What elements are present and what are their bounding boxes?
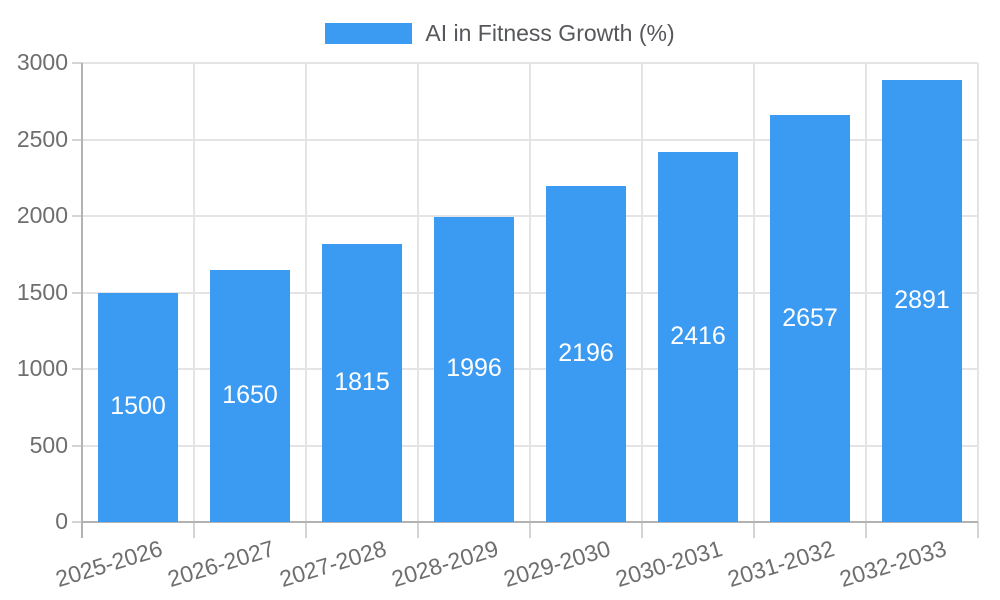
bar[interactable] (546, 186, 626, 522)
x-axis-tick (417, 522, 419, 538)
x-axis-tick-label: 2026-2027 (164, 535, 278, 593)
bar-value-label: 1650 (222, 380, 278, 409)
gridline-vertical (193, 63, 195, 522)
gridline-vertical (865, 63, 867, 522)
x-axis-tick-label: 2029-2030 (500, 535, 614, 593)
y-axis-tick-label: 0 (55, 508, 68, 534)
y-axis-tick (72, 138, 82, 141)
x-axis-tick (753, 522, 755, 538)
x-axis-tick-label: 2025-2026 (52, 535, 166, 593)
x-axis-tick (529, 522, 531, 538)
bar[interactable] (210, 269, 290, 522)
y-axis-tick-label: 3000 (16, 49, 68, 75)
x-axis-tick-label: 2030-2031 (612, 535, 726, 593)
y-axis-tick (72, 521, 82, 523)
bar[interactable] (98, 292, 178, 522)
y-axis-tick (72, 368, 82, 370)
y-axis-tick-label: 2500 (16, 125, 68, 152)
x-axis-tick-label: 2032-2033 (836, 535, 950, 593)
y-axis-tick (72, 62, 82, 64)
bar[interactable] (882, 79, 962, 522)
x-axis-line (82, 521, 978, 523)
x-axis-tick-label: 2031-2032 (724, 535, 838, 593)
chart-legend[interactable]: AI in Fitness Growth (%) (0, 20, 1000, 46)
bar-value-label: 2891 (894, 285, 950, 314)
gridline-vertical (417, 63, 419, 522)
y-axis-tick-label: 1500 (16, 278, 68, 305)
gridline-vertical (305, 63, 307, 522)
x-axis-tick (641, 522, 643, 538)
x-axis-tick (865, 522, 867, 538)
bar-value-label: 2416 (670, 322, 726, 351)
x-axis-tick-label: 2027-2028 (276, 535, 390, 593)
gridline-vertical (977, 63, 979, 522)
bar-value-label: 1500 (110, 392, 166, 421)
y-axis-tick (72, 215, 82, 217)
y-axis-tick (72, 444, 82, 447)
gridline-vertical (641, 63, 643, 522)
x-axis-tick (193, 522, 195, 538)
gridline-vertical (753, 63, 755, 522)
y-axis-tick (72, 291, 82, 294)
legend-label: AI in Fitness Growth (%) (425, 19, 675, 46)
bar[interactable] (434, 216, 514, 522)
bar[interactable] (658, 152, 738, 522)
y-axis-tick-label: 500 (29, 431, 68, 458)
bar[interactable] (322, 244, 402, 522)
x-axis-tick-label: 2028-2029 (388, 535, 502, 593)
y-axis-tick-label: 2000 (16, 202, 68, 228)
y-axis-line (81, 63, 83, 538)
y-axis-tick-label: 1000 (16, 355, 68, 381)
gridline-vertical (529, 63, 531, 522)
bar-value-label: 2657 (782, 303, 838, 332)
bar-value-label: 1996 (446, 354, 502, 383)
bar[interactable] (770, 115, 850, 522)
x-axis-tick (977, 522, 979, 538)
x-axis-tick (305, 522, 307, 538)
bar-value-label: 1815 (334, 368, 390, 397)
bar-value-label: 2196 (558, 339, 614, 367)
legend-swatch (325, 22, 413, 44)
